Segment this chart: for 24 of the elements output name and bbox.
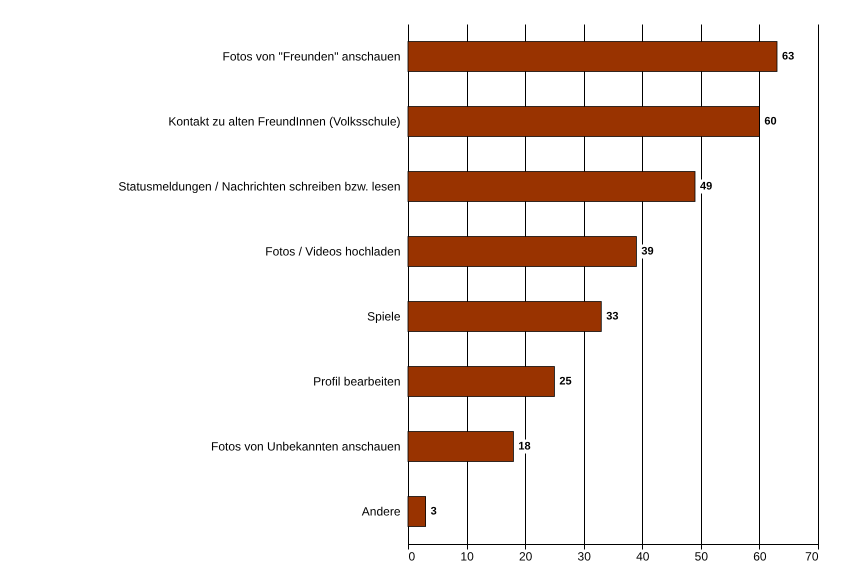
x-tick-label: 0 xyxy=(408,550,416,564)
data-label: 3 xyxy=(430,506,437,518)
x-tick-label: 20 xyxy=(518,550,533,564)
y-tick-label: Fotos von "Freunden" anschauen xyxy=(222,50,400,64)
y-tick-label: Andere xyxy=(362,504,401,518)
x-tick-label: 60 xyxy=(753,550,767,564)
y-tick-label: Spiele xyxy=(367,310,401,324)
data-label: 49 xyxy=(700,180,712,192)
x-tick-label: 40 xyxy=(636,550,650,564)
x-tick-label: 70 xyxy=(805,550,819,564)
y-tick-label: Statusmeldungen / Nachrichten schreiben bzw. lesen xyxy=(118,180,400,194)
x-tick-label: 30 xyxy=(578,550,592,564)
y-tick-label: Kontakt zu alten FreundInnen (Volksschule) xyxy=(168,114,400,128)
data-label: 25 xyxy=(559,376,572,388)
data-label: 18 xyxy=(518,440,531,452)
data-label: 39 xyxy=(641,246,654,258)
x-tick-label: 50 xyxy=(694,550,708,564)
data-label: 60 xyxy=(764,116,777,128)
y-tick-label: Profil bearbeiten xyxy=(313,374,400,388)
y-tick-label: Fotos / Videos hochladen xyxy=(265,244,400,258)
data-label: 33 xyxy=(606,310,619,322)
x-tick-label: 10 xyxy=(460,550,474,564)
y-tick-label: Fotos von Unbekannten anschauen xyxy=(211,440,400,454)
data-label: 63 xyxy=(782,50,794,62)
